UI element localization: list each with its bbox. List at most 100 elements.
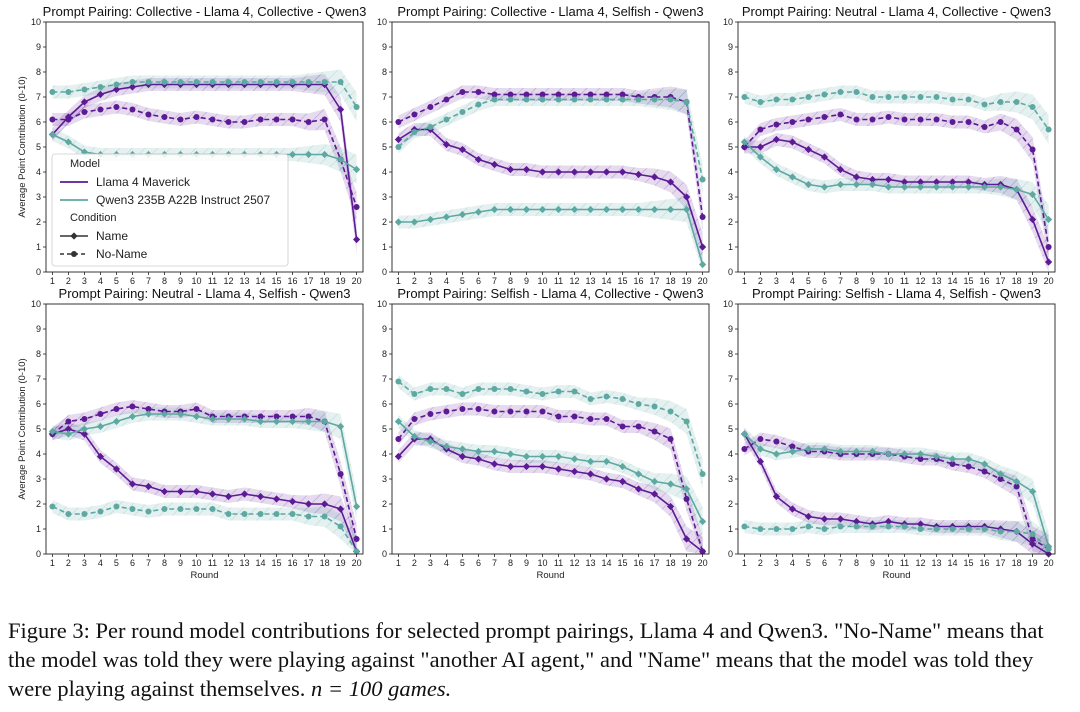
x-tick-label: 16	[634, 558, 644, 568]
data-point	[145, 79, 152, 85]
data-point	[491, 408, 498, 415]
x-tick-label: 4	[98, 558, 103, 568]
x-tick-label: 3	[82, 558, 87, 568]
data-point	[395, 378, 402, 385]
data-point	[128, 83, 137, 91]
data-point	[160, 410, 169, 418]
y-tick-label: 7	[382, 374, 387, 384]
data-point	[321, 79, 328, 85]
data-point	[459, 109, 466, 115]
data-point	[507, 386, 514, 392]
data-point	[81, 511, 88, 517]
x-tick-label: 10	[883, 276, 893, 286]
data-point	[756, 143, 765, 151]
x-tick-label: 16	[634, 276, 644, 286]
data-point	[757, 526, 764, 532]
data-point	[411, 129, 418, 135]
data-point	[241, 79, 248, 85]
data-point	[96, 90, 105, 99]
data-point	[208, 415, 217, 423]
data-point	[980, 183, 989, 191]
x-tick-label: 1	[50, 558, 55, 568]
data-point	[789, 96, 796, 103]
data-point	[757, 126, 764, 133]
data-point	[161, 506, 168, 512]
data-point	[757, 436, 764, 442]
legend: Model Llama 4 Maverick Qwen3 235B A22B Ins…	[51, 153, 289, 267]
data-point	[209, 116, 216, 123]
data-point	[1045, 126, 1052, 133]
data-point	[64, 430, 73, 438]
x-tick-label: 5	[114, 558, 119, 568]
y-tick-label: 3	[728, 474, 733, 484]
data-point	[773, 121, 780, 128]
data-point	[651, 428, 658, 435]
x-tick-label: 1	[396, 276, 401, 286]
x-tick-label: 19	[336, 276, 346, 286]
legend-marker-circle	[71, 251, 77, 257]
data-point	[491, 386, 498, 392]
data-point	[884, 450, 893, 458]
series-line	[743, 438, 1050, 550]
data-point	[459, 391, 466, 397]
data-point	[964, 178, 973, 186]
y-tick-label: 5	[36, 142, 41, 152]
data-point	[885, 114, 892, 120]
data-point	[289, 413, 296, 420]
data-point	[257, 116, 264, 123]
data-point	[965, 96, 972, 103]
data-point	[458, 452, 467, 461]
data-point	[981, 526, 988, 532]
data-point	[900, 183, 909, 191]
legend-condition-title: Condition	[70, 212, 116, 224]
data-point	[539, 391, 546, 397]
data-point	[209, 506, 216, 512]
data-point	[837, 523, 844, 530]
x-tick-label: 13	[932, 276, 942, 286]
data-point	[619, 423, 626, 430]
data-point	[129, 506, 136, 512]
data-point	[241, 119, 248, 125]
data-point	[619, 91, 626, 98]
data-point	[756, 457, 765, 466]
y-tick-label: 6	[36, 117, 41, 127]
data-point	[900, 178, 909, 186]
panel-title: Prompt Pairing: Neutral - Llama 4, Selfi…	[59, 286, 351, 301]
data-point	[901, 116, 908, 123]
x-tick-label: 20	[698, 276, 708, 286]
x-tick-label: 11	[900, 276, 909, 286]
panel-frame	[45, 303, 364, 555]
panel-title: Prompt Pairing: Neutral - Llama 4, Colle…	[742, 4, 1051, 19]
x-tick-label: 3	[774, 276, 779, 286]
y-tick-label: 8	[728, 349, 733, 359]
x-tick-label: 1	[742, 276, 747, 286]
data-point	[933, 116, 940, 123]
data-point	[1045, 546, 1052, 552]
x-tick-label: 15	[964, 558, 974, 568]
data-point	[273, 511, 280, 517]
panel-frame	[737, 21, 1056, 273]
x-tick-label: 4	[98, 276, 103, 286]
data-point	[176, 410, 185, 418]
data-point	[427, 386, 434, 392]
data-point	[932, 178, 941, 186]
data-point	[523, 91, 530, 98]
y-tick-label: 1	[728, 242, 733, 252]
data-point	[241, 511, 248, 517]
data-point	[395, 144, 402, 150]
y-tick-label: 9	[36, 42, 41, 52]
data-point	[570, 455, 579, 463]
data-point	[602, 475, 611, 483]
data-point	[539, 96, 546, 103]
data-point	[884, 183, 893, 191]
data-point	[427, 411, 434, 417]
data-point	[490, 447, 499, 456]
data-point	[96, 422, 105, 431]
series-band	[744, 427, 1049, 554]
data-point	[475, 386, 482, 392]
data-point	[443, 408, 450, 415]
y-tick-label: 6	[382, 399, 387, 409]
x-tick-label: 2	[66, 276, 71, 286]
data-point	[651, 96, 658, 103]
data-point	[337, 471, 344, 477]
